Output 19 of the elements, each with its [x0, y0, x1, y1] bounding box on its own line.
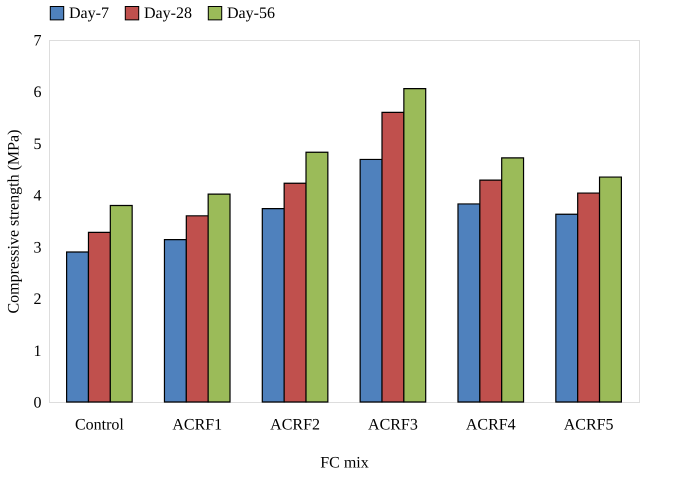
y-tick-label: 2 [34, 291, 42, 308]
y-tick-label: 6 [34, 84, 42, 102]
y-tick-label: 5 [34, 136, 42, 153]
x-tick-label: Control [74, 416, 124, 434]
y-tick-label: 0 [34, 394, 42, 412]
x-tick-label: ACRF1 [172, 416, 222, 434]
x-tick-label: ACRF3 [368, 416, 418, 434]
legend-label: Day-7 [69, 5, 109, 22]
x-tick-label: ACRF4 [466, 416, 516, 434]
legend-label: Day-28 [144, 5, 192, 22]
y-tick-label: 3 [34, 239, 42, 256]
y-tick-label: 7 [34, 32, 42, 50]
legend-label: Day-56 [227, 5, 275, 22]
y-tick-label: 1 [34, 342, 42, 360]
y-tick-label: 4 [34, 188, 42, 205]
x-axis-title: FC mix [320, 454, 369, 472]
x-tick-label: ACRF2 [270, 416, 320, 434]
x-tick-label: ACRF5 [564, 416, 614, 434]
y-axis-title: Compressive strength (MPa) [6, 130, 22, 314]
